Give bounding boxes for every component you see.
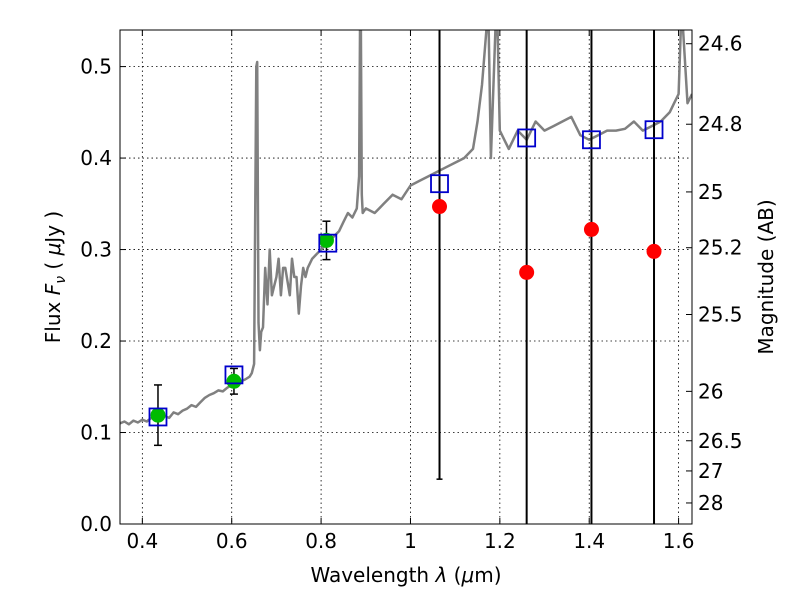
- right-tick-label: 26: [698, 379, 723, 403]
- x-tick-label: 0.8: [305, 529, 337, 553]
- x-tick-label: 1: [404, 529, 417, 553]
- x-axis-label: Wavelength λ (μm): [310, 563, 501, 587]
- x-tick-label: 0.6: [216, 529, 248, 553]
- upper-limit-point: [432, 199, 448, 215]
- x-tick-label: 0.4: [126, 529, 158, 553]
- spectrum-series: [120, 30, 692, 426]
- y-tick-label: 0.3: [80, 238, 112, 262]
- model-photometry-point: [430, 174, 449, 194]
- detection-point: [226, 373, 242, 389]
- grid: [120, 30, 692, 525]
- right-tick-label: 25.2: [698, 236, 743, 260]
- upper-limit-point: [583, 221, 599, 237]
- model-photometry-point: [148, 407, 168, 427]
- plot-frame: [119, 29, 693, 525]
- model-photometry-point: [224, 365, 244, 385]
- y-tick-label: 0.5: [80, 55, 112, 79]
- right-tick-label: 24.6: [698, 32, 743, 56]
- detection-point: [318, 232, 334, 248]
- right-axis-label: Magnitude (AB): [754, 199, 778, 354]
- axis-ticks: 0.4 0.6 0.8 1 1.2 1.4 1.6 0.0 0.1 0.2 0.3 0.4 0.5 24.…: [80, 30, 743, 553]
- model-photometry-point: [318, 233, 338, 253]
- y-axis-label: Flux Fν ( μJy ): [41, 211, 69, 343]
- x-tick-label: 1.6: [663, 529, 695, 553]
- right-tick-label: 28: [698, 491, 723, 515]
- right-tick-label: 25: [698, 180, 723, 204]
- spectrum-line: [120, 30, 692, 426]
- upper-limit-point: [519, 264, 535, 280]
- right-tick-label: 24.8: [698, 112, 743, 136]
- data-markers: [148, 120, 664, 427]
- upper-limit-point: [646, 243, 662, 259]
- y-tick-label: 0.0: [80, 512, 112, 536]
- y-tick-label: 0.4: [80, 146, 112, 170]
- model-photometry-point: [517, 128, 537, 148]
- x-tick-label: 1.4: [573, 529, 605, 553]
- error-bars: [153, 30, 656, 524]
- right-tick-label: 27: [698, 459, 723, 483]
- right-tick-label: 25.5: [698, 303, 743, 327]
- detection-point: [150, 407, 166, 423]
- y-tick-label: 0.1: [80, 421, 112, 445]
- y-tick-label: 0.2: [80, 329, 112, 353]
- model-photometry-point: [644, 120, 664, 140]
- x-tick-label: 1.2: [484, 529, 516, 553]
- model-photometry-point: [582, 130, 601, 150]
- right-tick-label: 26.5: [698, 429, 743, 453]
